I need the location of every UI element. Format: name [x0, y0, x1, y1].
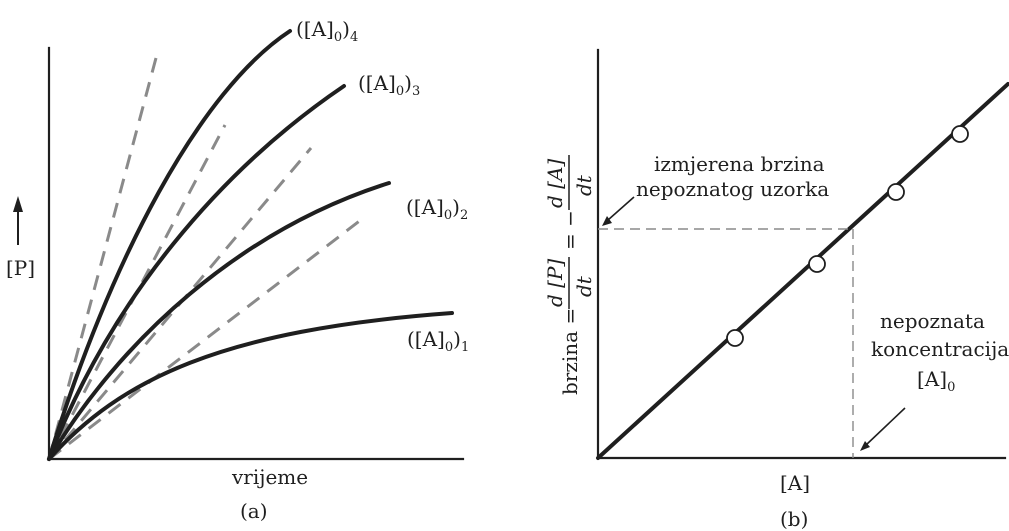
progress-curve-4	[47, 29, 292, 461]
progress-curve-1	[47, 311, 454, 461]
panel-a-y-arrow	[13, 196, 23, 245]
calibration-line	[596, 82, 1009, 460]
data-point-marker	[726, 329, 744, 347]
svg-text:dt: dt	[572, 174, 596, 196]
curve-label-4: ([A]0)4	[296, 17, 358, 45]
curve-label-3: ([A]0)3	[358, 71, 420, 99]
tangent-line-4	[47, 57, 158, 460]
unknown-concentration-label-line1: nepoznata	[880, 309, 985, 333]
data-point-marker	[887, 183, 905, 201]
measured-rate-arrow	[602, 196, 635, 226]
panel-a-y-label: [P]	[6, 256, 35, 280]
panel-b-caption: (b)	[780, 507, 808, 531]
data-point-marker	[808, 255, 826, 273]
progress-curve-2	[47, 181, 391, 461]
panel-a-caption: (a)	[240, 499, 268, 523]
progress-curve-3	[47, 84, 346, 461]
svg-text:dt: dt	[572, 275, 596, 297]
unknown-concentration-label-line3: [A]0	[917, 367, 955, 395]
curve-label-1: ([A]0)1	[407, 327, 469, 355]
measured-rate-label-line2: nepoznatog uzorka	[636, 177, 829, 201]
svg-text:d [A]: d [A]	[543, 159, 567, 208]
panel-b-x-label: [A]	[780, 471, 810, 495]
measured-rate-label-line1: izmjerena brzina	[654, 152, 825, 176]
panel-a: [P] vrijeme (a) ([A]0)1 ([A]0)2 ([A]0)3 …	[6, 17, 469, 523]
unknown-concentration-label-line2: koncentracija	[871, 337, 1009, 361]
panel-b-y-label: brzina = d [P] dt = − d [A] dt	[543, 155, 596, 395]
svg-text:d [P]: d [P]	[543, 259, 567, 307]
curve-label-2: ([A]0)2	[406, 195, 468, 223]
tangent-line-2	[48, 214, 367, 461]
panel-b: brzina = d [P] dt = − d [A] dt izmjerena…	[543, 48, 1009, 531]
panel-a-x-label: vrijeme	[231, 465, 308, 489]
svg-text:= −: = −	[558, 210, 582, 250]
svg-text:brzina =: brzina =	[558, 308, 582, 395]
unknown-concentration-arrow	[860, 407, 906, 451]
data-point-marker	[951, 125, 969, 143]
